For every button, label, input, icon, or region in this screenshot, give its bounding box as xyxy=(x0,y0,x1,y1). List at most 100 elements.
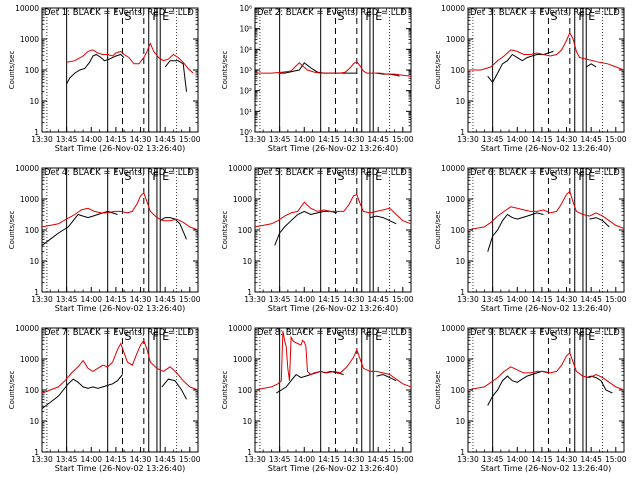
x-axis-title: Start Time (26-Nov-02 13:26:40) xyxy=(55,464,185,473)
panel-title: Det 9: BLACK = Events, RED = LLD xyxy=(470,328,620,338)
x-tick-label: 14:30 xyxy=(130,455,152,464)
x-tick-label: 13:45 xyxy=(56,135,78,144)
interval-marker-S: S xyxy=(124,330,131,343)
x-tick-label: 13:45 xyxy=(269,135,291,144)
x-tick-label: 13:30 xyxy=(244,295,266,304)
x-tick-label: 13:45 xyxy=(482,295,504,304)
interval-marker-E: E xyxy=(375,10,382,23)
panel-title: Det 2: BLACK = Events, RED = LLD xyxy=(257,8,407,18)
x-tick-label: 14:30 xyxy=(130,295,152,304)
x-tick-label: 14:45 xyxy=(367,135,389,144)
x-tick-label: 14:45 xyxy=(154,135,176,144)
y-tick-label: 100 xyxy=(451,386,466,395)
x-tick-label: 14:00 xyxy=(293,455,315,464)
plot-frame xyxy=(467,167,625,293)
series-lld xyxy=(66,42,194,74)
panel-title: Det 1: BLACK = Events, RED = LLD xyxy=(44,8,194,18)
y-tick-label: 10 xyxy=(29,97,39,106)
x-tick-label: 14:00 xyxy=(506,295,528,304)
x-axis-title: Start Time (26-Nov-02 13:26:40) xyxy=(481,464,611,473)
x-tick-label: 14:30 xyxy=(556,455,578,464)
interval-marker-F: F xyxy=(152,170,158,183)
panel-title: Det 4: BLACK = Events, RED = LLD xyxy=(44,168,194,178)
x-tick-label: 14:30 xyxy=(556,135,578,144)
x-tick-label: 13:30 xyxy=(457,135,479,144)
plot-frame xyxy=(467,327,625,453)
x-axis-title: Start Time (26-Nov-02 13:26:40) xyxy=(268,304,398,313)
y-tick-label: 10⁰ xyxy=(239,128,252,137)
x-tick-label: 13:30 xyxy=(31,295,53,304)
plot-frame xyxy=(41,7,199,133)
series-events xyxy=(487,370,613,406)
y-tick-label: 10000 xyxy=(15,4,39,13)
x-tick-label: 13:30 xyxy=(244,455,266,464)
x-axis-title: Start Time (26-Nov-02 13:26:40) xyxy=(268,144,398,153)
x-tick-label: 13:45 xyxy=(269,455,291,464)
y-axis-title: Counts/sec xyxy=(8,371,16,410)
interval-marker-E: E xyxy=(588,170,595,183)
y-tick-label: 100 xyxy=(25,386,40,395)
series-events xyxy=(42,374,187,409)
x-tick-label: 14:15 xyxy=(531,295,553,304)
y-tick-label: 1 xyxy=(460,128,465,137)
interval-marker-E: E xyxy=(588,10,595,23)
x-tick-label: 14:15 xyxy=(531,455,553,464)
y-tick-label: 10² xyxy=(239,87,252,96)
y-tick-label: 10 xyxy=(29,417,39,426)
y-tick-label: 1000 xyxy=(446,35,465,44)
y-axis-title: Counts/sec xyxy=(8,51,16,90)
x-tick-label: 15:00 xyxy=(605,455,627,464)
series-lld xyxy=(255,193,411,228)
y-tick-label: 10000 xyxy=(441,4,465,13)
y-tick-label: 10 xyxy=(455,97,465,106)
series-lld xyxy=(468,190,624,231)
y-tick-label: 1000 xyxy=(446,195,465,204)
x-tick-label: 15:00 xyxy=(179,135,201,144)
series-lld xyxy=(42,191,198,231)
y-tick-label: 100 xyxy=(238,386,253,395)
y-tick-label: 10 xyxy=(242,257,252,266)
plot-frame xyxy=(254,7,412,133)
y-tick-label: 10³ xyxy=(239,66,252,75)
y-tick-label: 1 xyxy=(34,288,39,297)
panel-title: Det 6: BLACK = Events, RED = LLD xyxy=(470,168,620,178)
x-tick-label: 13:30 xyxy=(31,135,53,144)
plot-frame xyxy=(254,167,412,293)
y-axis-title: Counts/sec xyxy=(221,51,229,90)
x-tick-label: 14:15 xyxy=(318,135,340,144)
y-tick-label: 10000 xyxy=(441,324,465,333)
y-tick-label: 10⁶ xyxy=(239,4,252,13)
chart-panel-7: Det 7: BLACK = Events, RED = LLD 1 10 100 10… xyxy=(8,324,201,473)
y-tick-label: 10¹ xyxy=(239,107,252,116)
chart-panel-5: Det 5: BLACK = Events, RED = LLD 1 10 100 10… xyxy=(221,164,414,313)
series-events xyxy=(276,370,397,394)
x-tick-label: 15:00 xyxy=(605,135,627,144)
x-tick-label: 14:15 xyxy=(531,135,553,144)
series-lld xyxy=(255,331,411,391)
y-tick-label: 10 xyxy=(242,417,252,426)
plot-frame xyxy=(467,7,625,133)
series-events xyxy=(66,53,187,92)
interval-marker-E: E xyxy=(162,10,169,23)
x-tick-label: 13:30 xyxy=(244,135,266,144)
y-axis-title: Counts/sec xyxy=(434,211,442,250)
y-tick-label: 10000 xyxy=(15,164,39,173)
x-tick-label: 14:30 xyxy=(556,295,578,304)
x-tick-label: 14:00 xyxy=(293,295,315,304)
x-tick-label: 15:00 xyxy=(179,455,201,464)
x-tick-label: 14:00 xyxy=(506,135,528,144)
chart-panel-3: Det 3: BLACK = Events, RED = LLD 1 10 100 10… xyxy=(434,4,627,153)
y-tick-label: 1000 xyxy=(20,195,39,204)
x-tick-label: 14:15 xyxy=(105,295,127,304)
chart-panel-8: Det 8: BLACK = Events, RED = LLD 1 10 100 10… xyxy=(221,324,414,473)
interval-marker-E: E xyxy=(588,330,595,343)
y-tick-label: 10 xyxy=(455,257,465,266)
series-events xyxy=(274,210,397,246)
interval-marker-E: E xyxy=(162,330,169,343)
y-tick-label: 100 xyxy=(25,226,40,235)
interval-marker-F: F xyxy=(365,170,371,183)
panel-title: Det 3: BLACK = Events, RED = LLD xyxy=(470,8,620,18)
y-tick-label: 100 xyxy=(451,226,466,235)
x-tick-label: 13:30 xyxy=(457,455,479,464)
